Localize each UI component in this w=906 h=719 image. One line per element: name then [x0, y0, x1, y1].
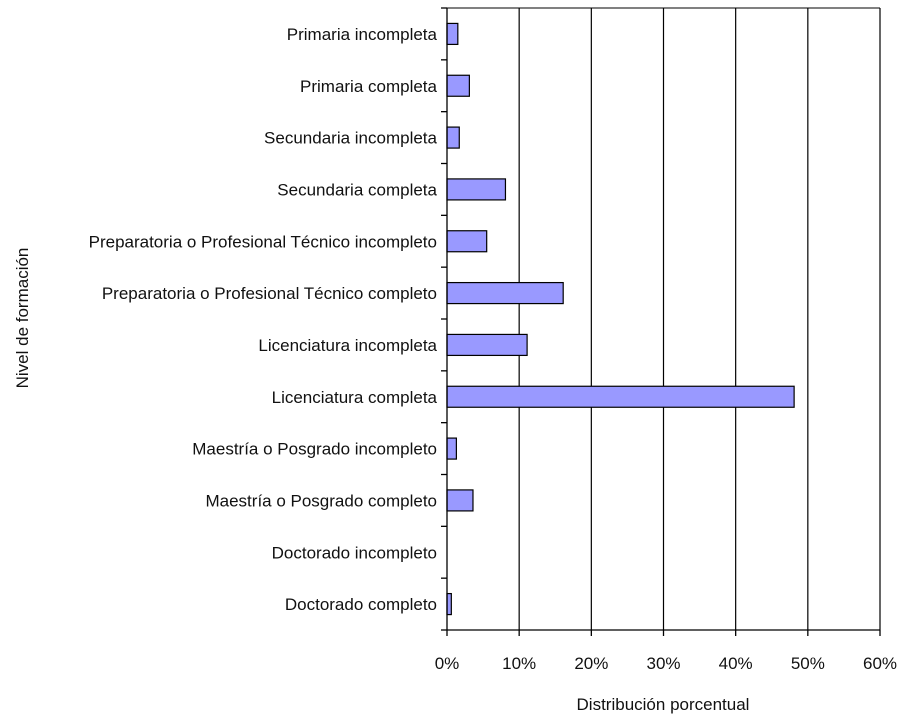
bar	[446, 178, 507, 201]
x-tick-label: 50%	[791, 654, 825, 673]
category-label: Primaria completa	[300, 77, 438, 96]
bar	[446, 230, 488, 253]
bar	[446, 281, 564, 305]
bars	[446, 22, 795, 616]
y-axis-title: Nivel de formación	[13, 248, 32, 389]
bar	[446, 437, 457, 460]
x-tick-label: 0%	[435, 654, 460, 673]
bar	[446, 489, 474, 512]
category-label: Secundaria incompleta	[264, 129, 437, 148]
bar	[446, 74, 470, 97]
category-label: Doctorado incompleto	[272, 543, 437, 562]
category-label: Secundaria completa	[277, 180, 437, 199]
grid-lines	[518, 8, 881, 630]
bar	[446, 385, 795, 408]
category-label: Licenciatura incompleta	[258, 336, 437, 355]
bar	[446, 22, 459, 46]
axes	[441, 7, 881, 636]
bar	[446, 333, 528, 357]
category-label: Doctorado completo	[285, 595, 437, 614]
category-label: Preparatoria o Profesional Técnico compl…	[102, 284, 437, 303]
x-tick-label: 30%	[646, 654, 680, 673]
x-tick-label: 10%	[502, 654, 536, 673]
category-labels: Primaria incompleta Primaria completa Secu…	[89, 25, 438, 614]
bar	[446, 126, 460, 149]
category-label: Maestría o Posgrado completo	[205, 491, 437, 510]
x-tick-label: 40%	[719, 654, 753, 673]
x-tick-labels: 0% 10% 20% 30% 40% 50% 60%	[435, 654, 897, 673]
x-tick-label: 20%	[574, 654, 608, 673]
category-label: Maestría o Posgrado incompleto	[192, 440, 437, 459]
x-axis-title: Distribución porcentual	[577, 695, 750, 714]
x-tick-label: 60%	[863, 654, 897, 673]
category-label: Preparatoria o Profesional Técnico incom…	[89, 232, 437, 251]
category-label: Primaria incompleta	[287, 25, 438, 44]
category-label: Licenciatura completa	[272, 388, 438, 407]
